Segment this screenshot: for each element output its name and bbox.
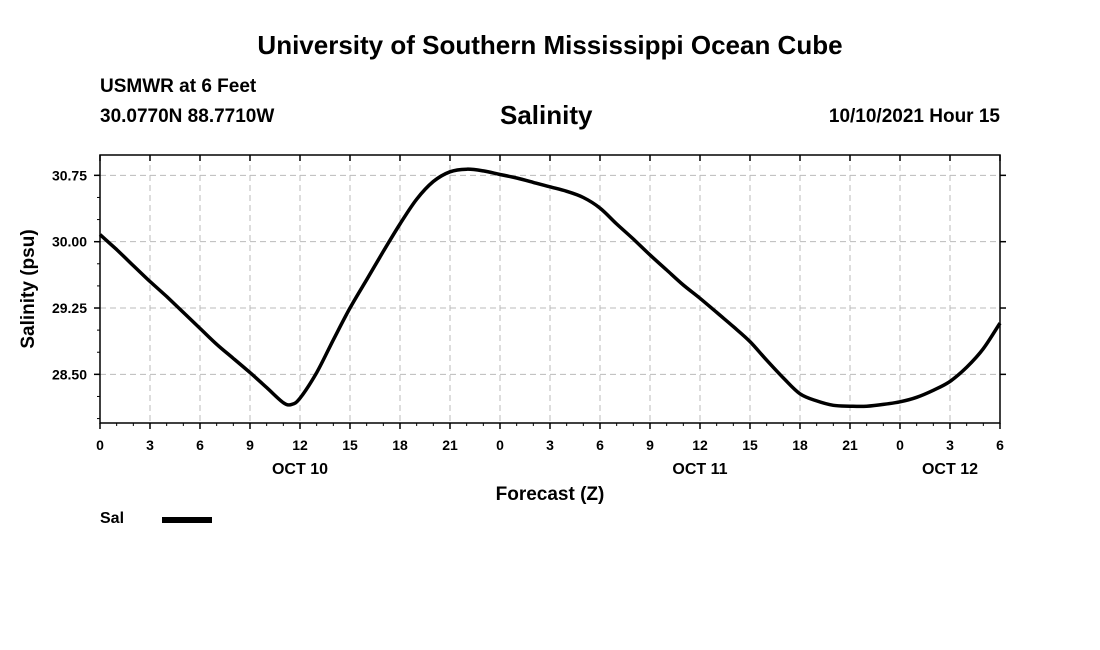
x-tick-label: 6 (196, 437, 204, 453)
axis-labels: 0 3 6 9 12 15 18 21 0 3 6 9 12 15 18 21 0 3 6 OCT 10 OCT 11 O… (52, 167, 1004, 478)
x-tick-label: 0 (496, 437, 504, 453)
x-tick-label: 9 (246, 437, 254, 453)
x-tick-label: 0 (96, 437, 104, 453)
date-label: OCT 12 (922, 461, 978, 478)
x-tick-label: 12 (292, 437, 308, 453)
issue-time: 10/10/2021 Hour 15 (828, 106, 1000, 127)
legend-label-sal: Sal (100, 510, 125, 527)
date-label: OCT 11 (672, 461, 727, 478)
x-tick-label: 3 (146, 437, 154, 453)
x-tick-label: 3 (946, 437, 954, 453)
legend-swatch-sal (162, 517, 212, 523)
x-tick-label: 15 (742, 437, 758, 453)
chart-title: Salinity (500, 100, 593, 130)
x-tick-label: 6 (596, 437, 604, 453)
series-layer (98, 167, 1002, 409)
x-tick-label: 18 (792, 437, 808, 453)
x-axis-title: Forecast (Z) (496, 484, 605, 505)
y-tick-label: 30.75 (52, 167, 87, 183)
y-tick-label: 29.25 (52, 300, 87, 316)
date-label: OCT 10 (272, 461, 328, 478)
y-tick-label: 30.00 (52, 234, 87, 250)
x-tick-label: 21 (442, 437, 458, 453)
x-tick-label: 18 (392, 437, 408, 453)
y-axis-title: Salinity (psu) (18, 229, 39, 348)
series-line-sal (98, 167, 1002, 409)
y-tick-label: 28.50 (52, 366, 87, 382)
x-tick-label: 0 (896, 437, 904, 453)
x-tick-label: 3 (546, 437, 554, 453)
x-tick-label: 12 (692, 437, 708, 453)
station-name: USMWR at 6 Feet (100, 76, 257, 97)
axis-ticks (94, 155, 1006, 429)
x-tick-label: 21 (842, 437, 858, 453)
grid (100, 155, 1000, 423)
x-tick-label: 9 (646, 437, 654, 453)
x-tick-label: 6 (996, 437, 1004, 453)
station-coordinates: 30.0770N 88.7710W (100, 106, 275, 127)
x-tick-label: 15 (342, 437, 358, 453)
header-title: University of Southern Mississippi Ocean… (257, 30, 843, 60)
